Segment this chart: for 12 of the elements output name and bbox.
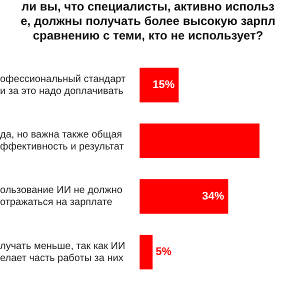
bar: [140, 123, 260, 158]
bar: [140, 234, 153, 270]
data-label: 5%: [156, 246, 172, 258]
chart-title: ли вы, что специалисты, активно использ е, должны получать более высокую зарпл сравнению с теми, кто не использует?: [20, 0, 276, 42]
y-tick-label: да, но важна также общая ффективность и результат: [0, 130, 124, 152]
bar: [140, 68, 179, 102]
data-label: 34%: [202, 190, 224, 202]
data-label: 15%: [152, 79, 175, 92]
y-tick-label: ользование ИИ не должно отражаться на зарплате: [0, 185, 123, 208]
y-tick-label: лучать меньше, так как ИИ елает часть работы за них: [0, 240, 126, 264]
bar: [140, 179, 228, 214]
y-tick-label: офессиональный стандарт и за это надо доплачивать: [0, 74, 126, 97]
